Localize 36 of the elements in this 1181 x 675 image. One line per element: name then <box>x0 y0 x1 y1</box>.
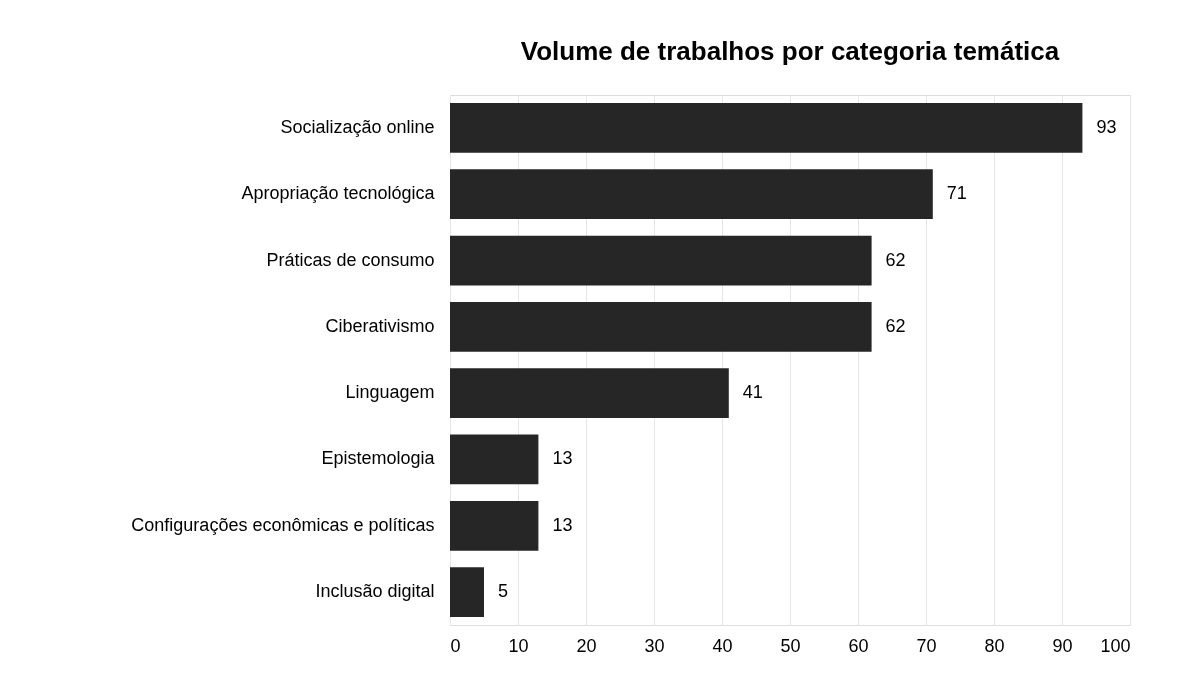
y-tick-label: Inclusão digital <box>315 581 435 602</box>
data-label: 13 <box>552 448 573 469</box>
data-label: 62 <box>885 315 906 336</box>
x-tick-label: 0 <box>450 635 461 656</box>
y-tick-label: Configurações econômicas e políticas <box>131 514 435 535</box>
bar <box>450 301 872 352</box>
data-label: 62 <box>885 249 906 270</box>
data-label: 41 <box>742 382 763 403</box>
data-label: 93 <box>1096 116 1117 137</box>
y-tick-label: Práticas de consumo <box>266 249 435 270</box>
data-label: 71 <box>946 183 967 204</box>
bar <box>450 434 539 485</box>
x-tick-label: 90 <box>1052 635 1073 656</box>
bar <box>450 102 1083 153</box>
bar <box>450 368 729 419</box>
x-tick-label: 40 <box>712 635 733 656</box>
x-tick-label: 20 <box>576 635 597 656</box>
y-tick-label: Apropriação tecnológica <box>241 183 436 204</box>
bar <box>450 500 539 551</box>
bar <box>450 235 872 286</box>
chart-title: Volume de trabalhos por categoria temática <box>520 36 1060 66</box>
x-tick-label: 100 <box>1100 635 1131 656</box>
x-tick-label: 80 <box>984 635 1005 656</box>
bar <box>450 169 933 220</box>
x-tick-label: 50 <box>780 635 801 656</box>
data-label: 5 <box>498 581 509 602</box>
bar <box>450 567 484 618</box>
y-tick-label: Socialização online <box>280 116 435 137</box>
y-tick-label: Epistemologia <box>321 448 436 469</box>
y-tick-label: Linguagem <box>345 382 435 403</box>
x-tick-label: 70 <box>916 635 937 656</box>
x-tick-label: 30 <box>644 635 665 656</box>
x-tick-label: 60 <box>848 635 869 656</box>
data-label: 13 <box>552 514 573 535</box>
y-tick-label: Ciberativismo <box>325 315 435 336</box>
x-tick-label: 10 <box>508 635 529 656</box>
